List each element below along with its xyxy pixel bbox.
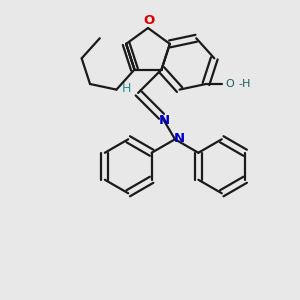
Text: H: H	[242, 79, 250, 89]
Text: N: N	[159, 114, 170, 127]
Text: O: O	[143, 14, 155, 26]
Text: -: -	[238, 79, 242, 89]
Text: O: O	[226, 79, 234, 89]
Text: H: H	[122, 82, 131, 95]
Text: N: N	[173, 132, 184, 145]
